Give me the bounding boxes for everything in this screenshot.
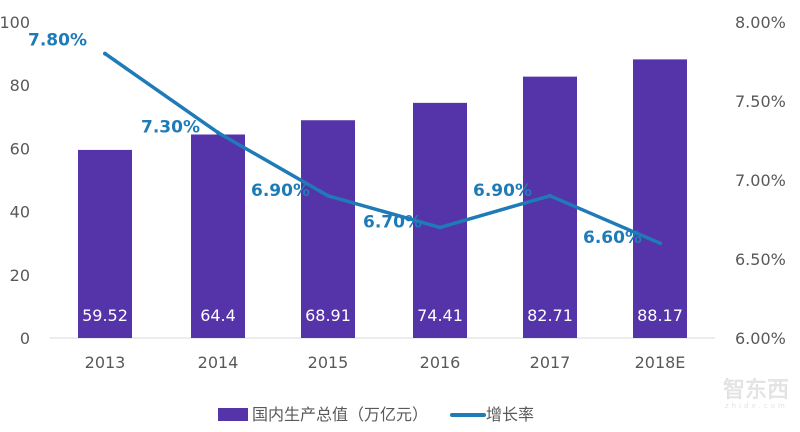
left-tick-label: 0	[20, 329, 30, 348]
left-tick-label: 20	[10, 266, 30, 285]
bar	[301, 120, 355, 338]
svg-text:智东西: 智东西	[723, 378, 789, 403]
bar	[78, 149, 132, 338]
growth-point	[658, 241, 662, 246]
left-axis: 0 20 40 60 80 100	[0, 13, 30, 348]
bar-data-label: 68.91	[305, 306, 351, 325]
left-tick-label: 80	[10, 76, 30, 95]
growth-point	[548, 193, 552, 198]
bar	[633, 59, 687, 338]
growth-point	[326, 193, 330, 198]
x-axis-labels: 2013 2014 2015 2016 2017 2018E	[85, 353, 686, 372]
x-tick-label: 2013	[85, 353, 126, 372]
right-tick-label: 7.00%	[735, 171, 786, 190]
right-tick-label: 7.50%	[735, 92, 786, 111]
growth-data-label: 7.80%	[28, 31, 87, 51]
bar-data-label: 59.52	[82, 306, 128, 325]
legend: 国内生产总值（万亿元） 增长率	[218, 405, 534, 424]
growth-point	[438, 225, 442, 230]
bar-data-label: 82.71	[527, 306, 573, 325]
right-tick-label: 6.00%	[735, 329, 786, 348]
bar	[191, 134, 245, 338]
bar	[523, 76, 577, 338]
left-tick-label: 40	[10, 203, 30, 222]
x-tick-label: 2017	[530, 353, 571, 372]
x-tick-label: 2014	[198, 353, 239, 372]
x-tick-label: 2015	[308, 353, 349, 372]
growth-line: 7.80% 7.30% 6.90% 6.70% 6.90% 6.60%	[28, 31, 662, 248]
legend-label-gdp: 国内生产总值（万亿元）	[252, 405, 428, 424]
growth-data-label: 6.70%	[363, 212, 422, 232]
bar-data-label: 64.4	[200, 306, 236, 325]
x-tick-label: 2018E	[635, 353, 686, 372]
growth-data-label: 6.90%	[251, 181, 310, 201]
left-tick-label: 60	[10, 139, 30, 158]
growth-data-label: 6.90%	[473, 181, 532, 201]
bar-data-label: 74.41	[417, 306, 463, 325]
left-tick-label: 100	[0, 13, 30, 32]
svg-text:zhidx.com: zhidx.com	[725, 402, 788, 410]
growth-data-label: 7.30%	[141, 118, 200, 138]
watermark-logo: 智东西 zhidx.com	[723, 378, 790, 410]
growth-point	[216, 130, 220, 135]
growth-data-label: 6.60%	[583, 228, 642, 248]
right-tick-label: 8.00%	[735, 13, 786, 32]
bars: 59.52 64.4 68.91 74.41 82.71 88.17	[78, 59, 687, 338]
growth-line-path	[103, 52, 661, 245]
right-tick-label: 6.50%	[735, 250, 786, 269]
legend-swatch-gdp	[218, 408, 248, 421]
right-axis: 6.00% 6.50% 7.00% 7.50% 8.00%	[735, 13, 786, 348]
legend-label-growth: 增长率	[486, 405, 534, 424]
x-tick-label: 2016	[420, 353, 461, 372]
bar-data-label: 88.17	[637, 306, 683, 325]
growth-point	[103, 51, 107, 56]
